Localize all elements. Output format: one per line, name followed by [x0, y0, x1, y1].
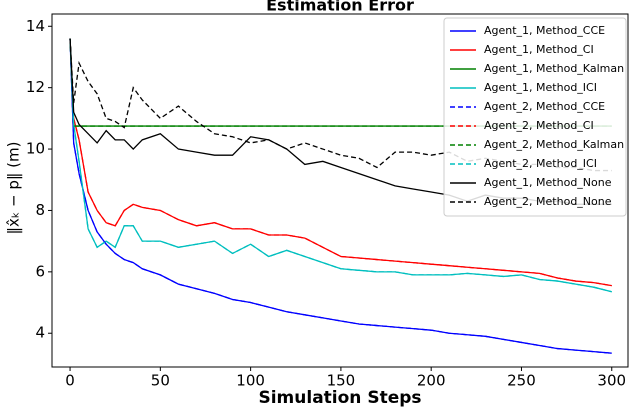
series-line [69, 38, 612, 293]
x-tick-label: 300 [597, 372, 626, 390]
series-line [69, 38, 612, 287]
legend-box [443, 17, 627, 217]
legend-label: Agent_2, Method_CCE [484, 100, 605, 113]
y-tick-label: 6 [35, 262, 45, 280]
x-tick-label: 0 [65, 372, 75, 390]
legend-label: Agent_2, Method_ICI [484, 157, 597, 170]
y-axis-label: ‖x̂ₖ − p‖ (m) [5, 142, 23, 235]
x-axis-label: Simulation Steps [258, 388, 421, 408]
legend-label: Agent_2, Method_None [484, 195, 612, 208]
plot-frame [51, 13, 629, 368]
y-tick-label: 4 [35, 324, 45, 342]
chart-title: Estimation Error [266, 0, 414, 15]
legend-label: Agent_1, Method_Kalman [484, 62, 624, 75]
x-tick-label: 200 [417, 372, 446, 390]
x-tick-label: 50 [151, 372, 170, 390]
y-tick-label: 8 [35, 201, 45, 219]
y-tick-label: 10 [26, 140, 45, 158]
legend-label: Agent_1, Method_None [484, 176, 612, 189]
legend-label: Agent_2, Method_Kalman [484, 138, 624, 151]
legend-label: Agent_2, Method_CI [484, 119, 594, 132]
x-tick-label: 150 [327, 372, 356, 390]
y-tick-label: 14 [26, 17, 45, 35]
legend-label: Agent_1, Method_CCE [484, 24, 605, 37]
legend-label: Agent_1, Method_ICI [484, 81, 597, 94]
series-line [69, 38, 612, 354]
y-tick-label: 12 [26, 78, 45, 96]
legend-label: Agent_1, Method_CI [484, 43, 594, 56]
x-tick-label: 100 [236, 372, 265, 390]
x-tick-label: 250 [507, 372, 536, 390]
